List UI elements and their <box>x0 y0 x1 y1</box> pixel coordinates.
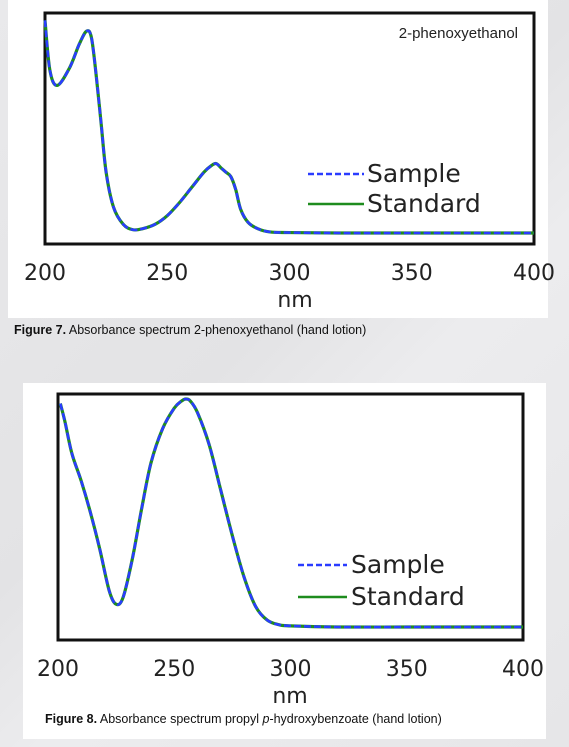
figure-8-x-tick-label: 250 <box>153 657 195 682</box>
figure-7-chart: 200 250 300 350 400 nm 2-phenoxyethanol SampleS… <box>24 11 555 313</box>
figure-8-x-tick-label: 300 <box>270 657 312 682</box>
figure-7-caption-text: Absorbance spectrum 2-phenoxyethanol (ha… <box>68 323 367 337</box>
figure-7-x-tick-label: 400 <box>513 261 555 286</box>
figure-8-panel: 200 250 300 350 400 nm Sample Standard <box>23 383 546 739</box>
figure-7-series-sample-line <box>43 20 534 235</box>
figure-7-panel: 200 250 300 350 400 nm 2-phenoxyethanol Sample S… <box>8 0 555 318</box>
figure-7-annotation: 2-phenoxyethanol <box>399 25 518 42</box>
figure-7-legend-sample-label: Sample <box>367 159 461 188</box>
figure-8-x-tick-label: 200 <box>37 657 79 682</box>
figure-7-caption: Figure 7. Absorbance spectrum 2-phenoxye… <box>14 323 366 337</box>
figure-8-legend-standard-label: Standard <box>351 582 465 611</box>
figure-8-x-tick-label: 400 <box>502 657 544 682</box>
figure-8-caption: Figure 8. Absorbance spectrum propyl p-h… <box>45 712 442 726</box>
figure-8-caption-italic: p <box>262 712 270 726</box>
figure-8-caption-text-before: Absorbance spectrum propyl <box>99 712 263 726</box>
figure-8-x-axis-title: nm <box>272 684 307 709</box>
figure-7-x-axis-title: nm <box>277 288 312 313</box>
figure-8-caption-label: Figure 8. <box>45 712 98 726</box>
figure-7-caption-label: Figure 7. <box>14 323 67 337</box>
figure-7-x-tick-label: 250 <box>146 261 188 286</box>
figure-8-legend-sample-label: Sample <box>351 550 445 579</box>
figure-7-plot-frame <box>43 11 536 246</box>
figure-8-series-sample-line <box>59 397 523 629</box>
figure-8-caption-text-after: -hydroxybenzoate (hand lotion) <box>269 712 442 726</box>
figure-7-x-tick-label: 350 <box>391 261 433 286</box>
figure-8-plot-frame <box>56 392 525 642</box>
figure-7-x-tick-label: 300 <box>269 261 311 286</box>
figure-7-legend-standard-label: Standard <box>367 189 481 218</box>
figure-7-x-tick-label: 200 <box>24 261 66 286</box>
figure-8-chart: 200 250 300 350 400 nm Sample Standard <box>37 392 544 709</box>
figure-8-x-tick-label: 350 <box>386 657 428 682</box>
